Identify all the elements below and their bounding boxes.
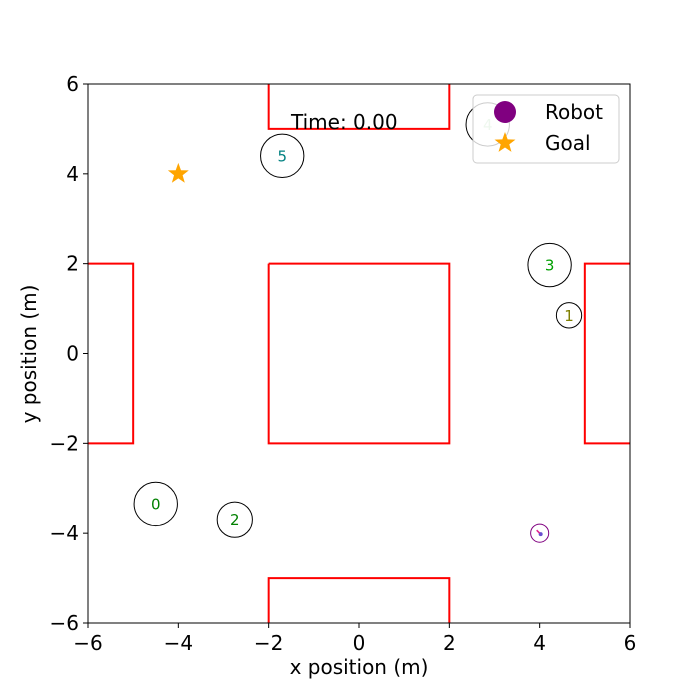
x-tick-label: 0 bbox=[353, 631, 366, 655]
agent-0-circle bbox=[133, 481, 178, 527]
legend: Robot Goal bbox=[472, 94, 620, 164]
legend-robot-marker bbox=[494, 101, 516, 123]
x-axis-label: x position (m) bbox=[290, 655, 429, 679]
markers-layer bbox=[167, 162, 550, 543]
obstacle-center-block bbox=[267, 262, 451, 445]
x-axis-ticks: −6 −4 −2 0 2 4 6 bbox=[73, 623, 636, 655]
y-tick-label: −2 bbox=[50, 431, 79, 455]
x-tick-label: −6 bbox=[73, 631, 102, 655]
y-tick-label: 4 bbox=[66, 162, 79, 186]
x-tick-label: 2 bbox=[443, 631, 456, 655]
goal-star bbox=[167, 162, 189, 183]
agent-5-label: 5 bbox=[277, 147, 287, 165]
x-tick-label: −2 bbox=[254, 631, 283, 655]
legend-goal-marker bbox=[494, 132, 516, 152]
robot-heading bbox=[536, 529, 541, 534]
obstacles-layer bbox=[88, 84, 630, 623]
axes-background bbox=[88, 84, 630, 623]
y-axis-ticks: −6 −4 −2 0 2 4 6 bbox=[50, 72, 88, 635]
agent-3-label: 3 bbox=[545, 257, 555, 275]
obstacle-bottom-wall bbox=[267, 577, 451, 623]
agent-0-label: 0 bbox=[151, 495, 161, 513]
y-tick-label: 2 bbox=[66, 252, 79, 276]
obstacle-right-wall bbox=[583, 262, 630, 445]
legend-goal-label: Goal bbox=[545, 131, 591, 155]
agent-5-circle bbox=[260, 133, 305, 179]
y-tick-label: 0 bbox=[66, 342, 79, 366]
agent-1-label: 1 bbox=[564, 307, 574, 325]
y-tick-label: −6 bbox=[50, 611, 79, 635]
agent-3-circle bbox=[527, 242, 572, 288]
x-tick-label: 6 bbox=[624, 631, 637, 655]
obstacle-left-wall bbox=[88, 262, 135, 445]
time-label: Time: 0.00 bbox=[290, 110, 398, 134]
agent-1-circle bbox=[555, 302, 583, 329]
agent-2-circle bbox=[216, 501, 253, 538]
legend-robot-label: Robot bbox=[545, 100, 603, 124]
y-tick-label: 6 bbox=[66, 72, 79, 96]
y-tick-label: −4 bbox=[50, 521, 79, 545]
robot-circle bbox=[530, 523, 550, 543]
x-tick-label: 4 bbox=[533, 631, 546, 655]
obstacle-top-wall bbox=[267, 84, 451, 130]
x-tick-label: −4 bbox=[164, 631, 193, 655]
y-axis-label: y position (m) bbox=[17, 285, 41, 424]
agent-2-label: 2 bbox=[230, 511, 240, 529]
